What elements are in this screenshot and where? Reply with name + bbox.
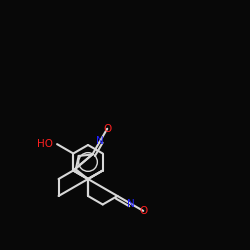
Text: HO: HO [37, 139, 53, 149]
Text: O: O [139, 206, 147, 216]
Text: N: N [127, 199, 134, 209]
Text: O: O [103, 124, 111, 134]
Text: N: N [96, 136, 104, 146]
